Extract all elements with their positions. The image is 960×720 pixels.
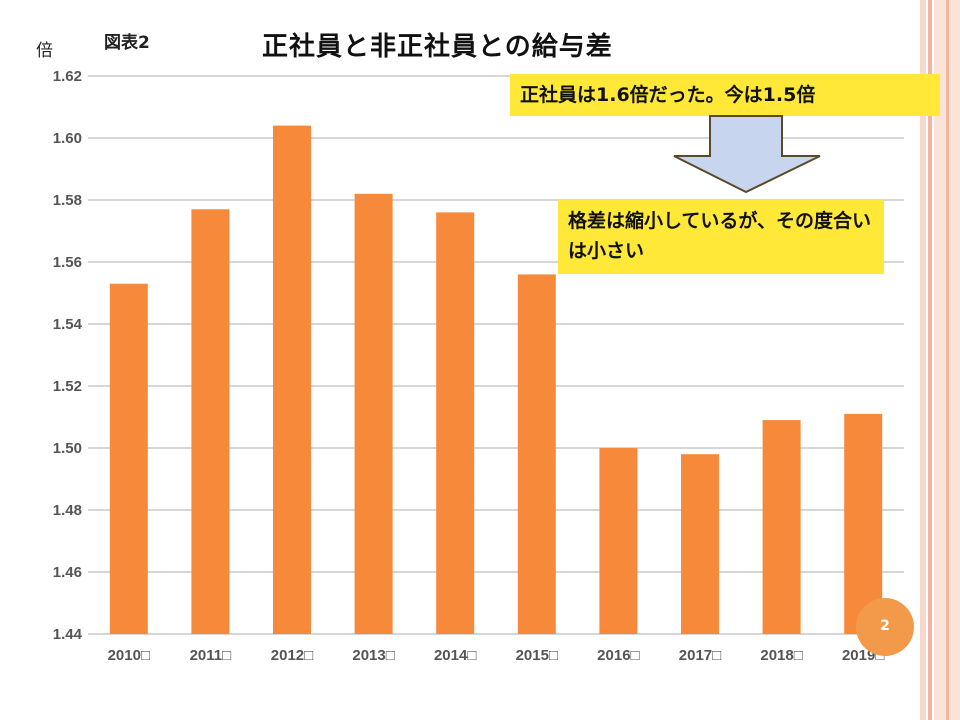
border-stripe bbox=[920, 0, 926, 720]
y-tick-label: 1.62 bbox=[53, 68, 82, 85]
bar-2010 bbox=[109, 283, 148, 634]
y-tick-label: 1.60 bbox=[53, 130, 82, 147]
y-tick-label: 1.48 bbox=[53, 502, 82, 519]
bar-2017 bbox=[681, 454, 719, 634]
x-tick-label: 2010□ bbox=[108, 647, 150, 664]
bar-2015 bbox=[517, 274, 556, 634]
y-tick-label: 1.50 bbox=[53, 440, 82, 457]
x-tick-label: 2015□ bbox=[516, 647, 558, 664]
bar-2011 bbox=[191, 209, 230, 635]
border-stripe bbox=[946, 0, 949, 720]
x-tick-label: 2011□ bbox=[190, 647, 232, 664]
annotation-top: 正社員は1.6倍だった。今は1.5倍 bbox=[510, 74, 940, 116]
page-number-badge: 2 bbox=[856, 598, 914, 656]
x-tick-label: 2017□ bbox=[679, 647, 721, 664]
x-tick-label: 2016□ bbox=[597, 647, 639, 664]
y-tick-label: 1.46 bbox=[53, 564, 82, 581]
down-arrow-icon bbox=[673, 115, 821, 194]
y-tick-label: 1.52 bbox=[53, 378, 82, 395]
x-tick-label: 2014□ bbox=[434, 647, 476, 664]
page-number: 2 bbox=[880, 618, 890, 634]
y-tick-label: 1.58 bbox=[53, 192, 82, 209]
bar-2013 bbox=[354, 193, 393, 635]
bar-chart: 1.44 1.46 1.48 1.50 1.52 1.54 1.56 1.58 1.60 1.62… bbox=[53, 68, 904, 664]
bar-2014 bbox=[436, 212, 475, 634]
bar-2016 bbox=[599, 448, 638, 634]
y-unit-label: 倍 bbox=[36, 41, 53, 61]
chart-title: 正社員と非正社員との給与差 bbox=[262, 32, 613, 62]
bar-2018 bbox=[762, 420, 801, 634]
bar-2019 bbox=[844, 413, 883, 634]
x-tick-label: 2018□ bbox=[760, 647, 802, 664]
annotation-bottom: 格差は縮小しているが、その度合いは小さい bbox=[558, 200, 884, 274]
x-tick-label: 2013□ bbox=[352, 647, 394, 664]
y-tick-label: 1.56 bbox=[53, 254, 82, 271]
y-tick-label: 1.44 bbox=[53, 626, 83, 643]
y-tick-label: 1.54 bbox=[53, 316, 83, 333]
x-tick-label: 2012□ bbox=[271, 647, 313, 664]
bar-2012 bbox=[273, 125, 311, 634]
figure-label: 図表2 bbox=[104, 33, 150, 53]
border-stripe bbox=[928, 0, 932, 720]
